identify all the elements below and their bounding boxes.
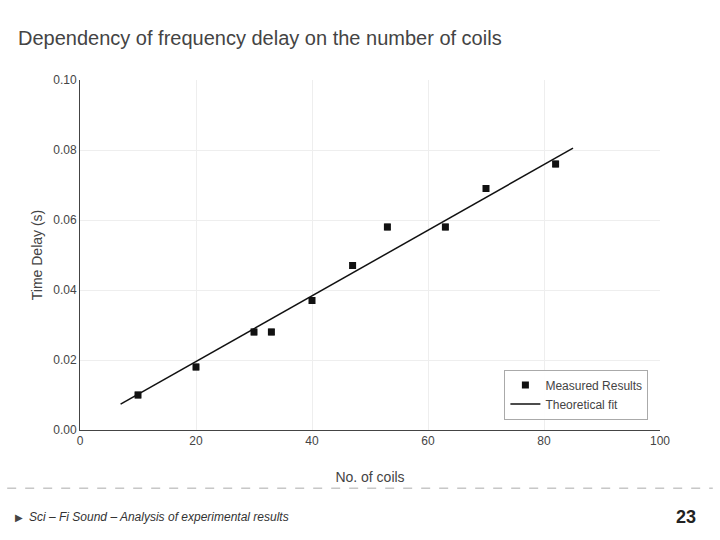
svg-text:0: 0	[77, 434, 84, 448]
svg-text:Time Delay (s): Time Delay (s)	[29, 210, 45, 301]
svg-text:60: 60	[421, 434, 435, 448]
svg-text:0.08: 0.08	[53, 143, 77, 157]
svg-text:0.10: 0.10	[53, 73, 77, 87]
svg-text:No. of coils: No. of coils	[335, 469, 404, 485]
svg-text:Dependency of frequency delay: Dependency of frequency delay on the num…	[18, 27, 502, 49]
svg-text:▶: ▶	[15, 512, 23, 523]
svg-text:0.04: 0.04	[53, 283, 77, 297]
svg-text:Theoretical fit: Theoretical fit	[545, 398, 618, 412]
svg-text:100: 100	[650, 434, 670, 448]
svg-text:40: 40	[305, 434, 319, 448]
svg-text:20: 20	[189, 434, 203, 448]
svg-text:Sci – Fi Sound – Analysis of e: Sci – Fi Sound – Analysis of experimenta…	[29, 510, 289, 524]
svg-text:0.00: 0.00	[53, 423, 77, 437]
svg-text:Measured Results: Measured Results	[545, 379, 642, 393]
svg-text:0.06: 0.06	[53, 213, 77, 227]
svg-text:80: 80	[537, 434, 551, 448]
svg-text:23: 23	[676, 507, 696, 527]
svg-text:0.02: 0.02	[53, 353, 77, 367]
